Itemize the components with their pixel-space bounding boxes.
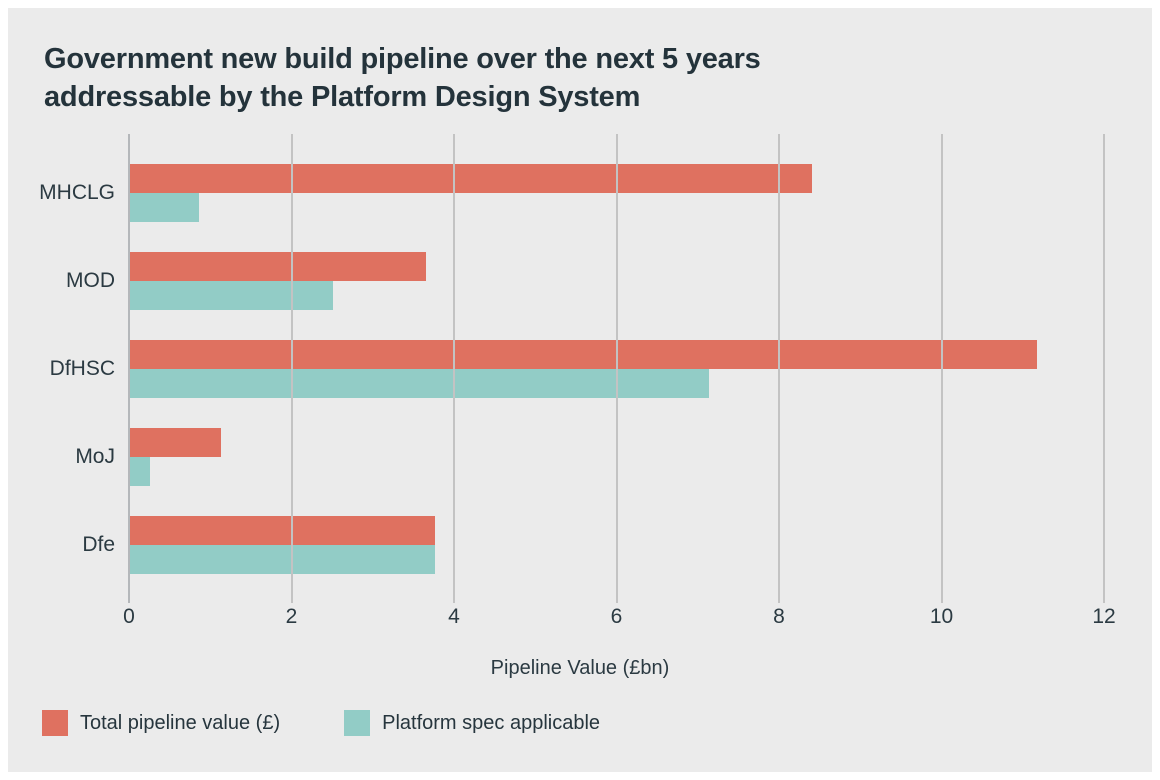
y-axis-labels: MHCLG MOD DfHSC MoJ Dfe bbox=[8, 134, 129, 603]
x-tick-label-4: 4 bbox=[448, 605, 460, 628]
bar-platform-mhclg bbox=[129, 193, 199, 222]
category-label-mod: MOD bbox=[66, 269, 115, 292]
legend-swatch-icon bbox=[42, 710, 68, 736]
bar-total-moj bbox=[129, 428, 221, 457]
gridline-6 bbox=[615, 134, 618, 603]
category-label-dfe: Dfe bbox=[82, 533, 115, 556]
gridline-2 bbox=[290, 134, 293, 603]
bar-group-dfhsc bbox=[129, 325, 1139, 413]
bar-total-dfe bbox=[129, 516, 436, 545]
x-tick-label-0: 0 bbox=[123, 605, 135, 628]
bar-group-moj bbox=[129, 413, 1139, 501]
bar-group-mhclg bbox=[129, 149, 1139, 237]
x-tick-label-2: 2 bbox=[285, 605, 298, 628]
chart-panel: Government new build pipeline over the n… bbox=[8, 8, 1152, 772]
bar-group-mod bbox=[129, 237, 1139, 325]
bar-total-mod bbox=[129, 252, 427, 281]
axis-line-zero bbox=[128, 134, 130, 603]
x-tick-label-12: 12 bbox=[1092, 605, 1116, 628]
x-tick-label-10: 10 bbox=[929, 605, 954, 628]
legend: Total pipeline value (£) Platform spec ap… bbox=[42, 710, 1152, 736]
plot-area bbox=[128, 134, 1139, 603]
x-axis-title: Pipeline Value (£bn) bbox=[490, 657, 670, 679]
category-label-dfhsc: DfHSC bbox=[49, 357, 115, 380]
gridline-12 bbox=[1103, 134, 1105, 603]
x-tick-label-8: 8 bbox=[773, 605, 785, 628]
legend-item-platform: Platform spec applicable bbox=[344, 710, 600, 736]
bar-total-dfhsc bbox=[129, 340, 1038, 369]
bar-group-dfe bbox=[129, 501, 1139, 589]
category-label-moj: MoJ bbox=[75, 445, 115, 468]
gridline-10 bbox=[940, 134, 943, 603]
x-tick-label-6: 6 bbox=[610, 605, 623, 628]
bar-platform-dfhsc bbox=[129, 369, 710, 398]
category-label-mhclg: MHCLG bbox=[39, 181, 115, 204]
legend-label: Platform spec applicable bbox=[382, 711, 601, 734]
bar-platform-mod bbox=[129, 281, 333, 310]
legend-label: Total pipeline value (£) bbox=[80, 711, 281, 734]
chart-title: Government new build pipeline over the n… bbox=[44, 43, 761, 113]
gridline-4 bbox=[453, 134, 455, 603]
legend-item-total: Total pipeline value (£) bbox=[42, 710, 280, 736]
legend-swatch-icon bbox=[344, 710, 371, 736]
bars-area bbox=[129, 134, 1139, 603]
bar-platform-dfe bbox=[129, 545, 436, 574]
bar-chart: MHCLG MOD DfHSC MoJ Dfe bbox=[8, 134, 1152, 603]
bar-platform-moj bbox=[129, 457, 151, 486]
bar-total-mhclg bbox=[129, 164, 812, 193]
gridline-8 bbox=[778, 134, 780, 603]
x-axis-ticks: 0 2 4 6 8 10 12 bbox=[8, 605, 1152, 633]
